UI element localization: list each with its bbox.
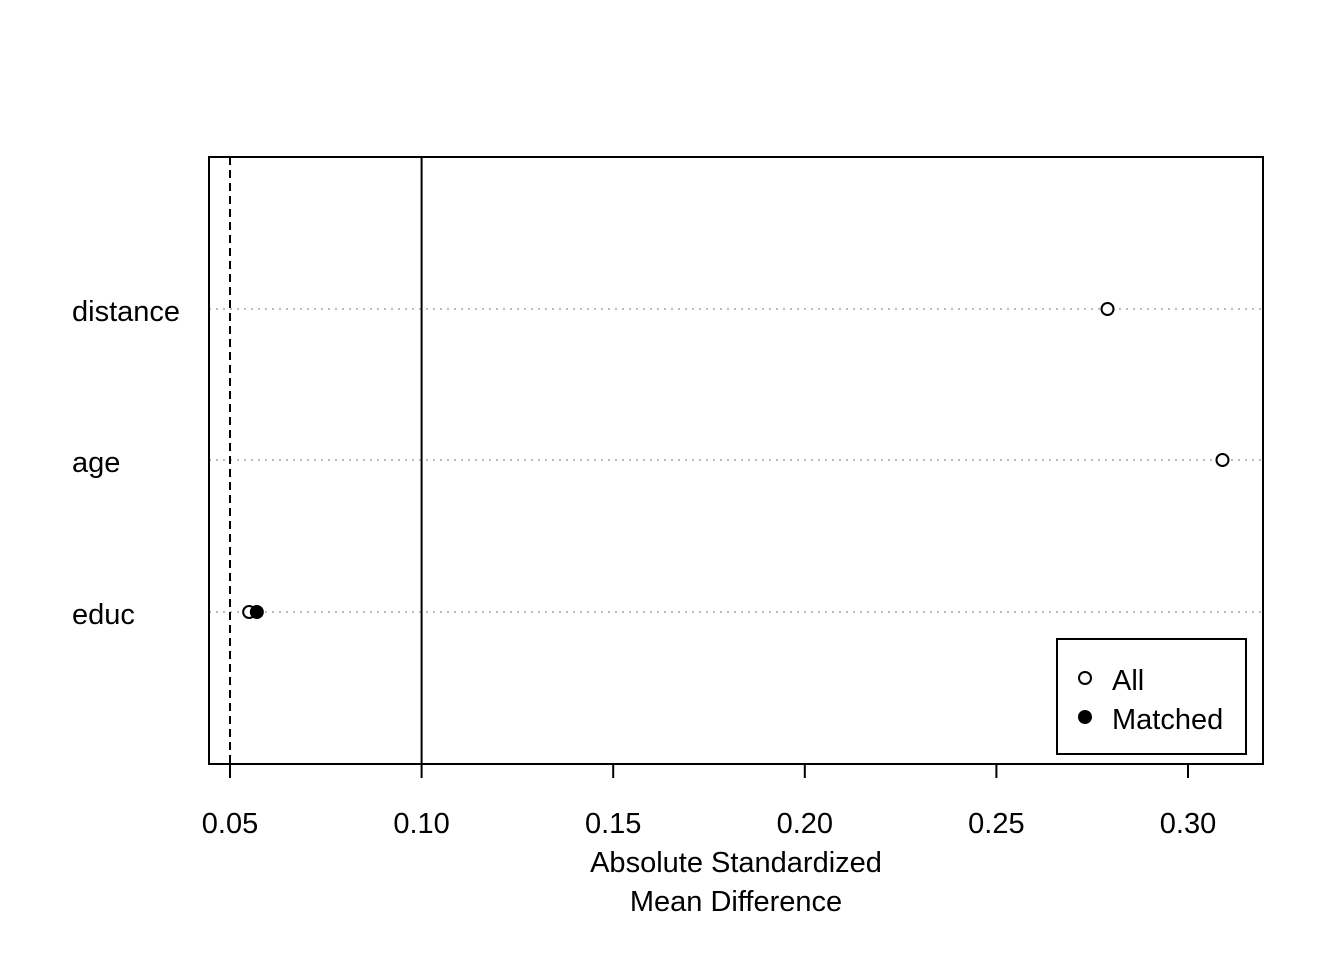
x-tick-label: 0.05 (202, 808, 258, 840)
x-axis: 0.05 0.10 0.15 0.20 0.25 0.30 (202, 763, 1216, 840)
grid-lines (209, 308, 1263, 613)
legend-matched-label: Matched (1112, 704, 1223, 736)
category-label-educ: educ (72, 599, 135, 631)
category-label-distance: distance (72, 296, 180, 328)
x-tick-label: 0.10 (393, 808, 449, 840)
x-tick-label: 0.20 (777, 808, 833, 840)
category-labels: distance age educ (72, 296, 180, 631)
legend-all-label: All (1112, 665, 1144, 697)
legend-box (1056, 638, 1247, 755)
legend: All Matched (1056, 638, 1247, 755)
legend-all-marker (1078, 671, 1092, 685)
data-points (242, 302, 1230, 619)
x-tick-label: 0.25 (968, 808, 1024, 840)
x-axis-title-line-2: Mean Difference (630, 886, 842, 918)
point-all-age (1215, 453, 1230, 467)
point-all-distance (1100, 302, 1115, 316)
legend-matched-marker (1078, 710, 1092, 724)
point-matched-educ (249, 605, 264, 619)
x-tick-label: 0.15 (585, 808, 641, 840)
category-label-age: age (72, 447, 120, 479)
reference-lines (229, 157, 423, 764)
x-axis-title-line-1: Absolute Standardized (590, 847, 882, 879)
x-tick-label: 0.30 (1160, 808, 1216, 840)
